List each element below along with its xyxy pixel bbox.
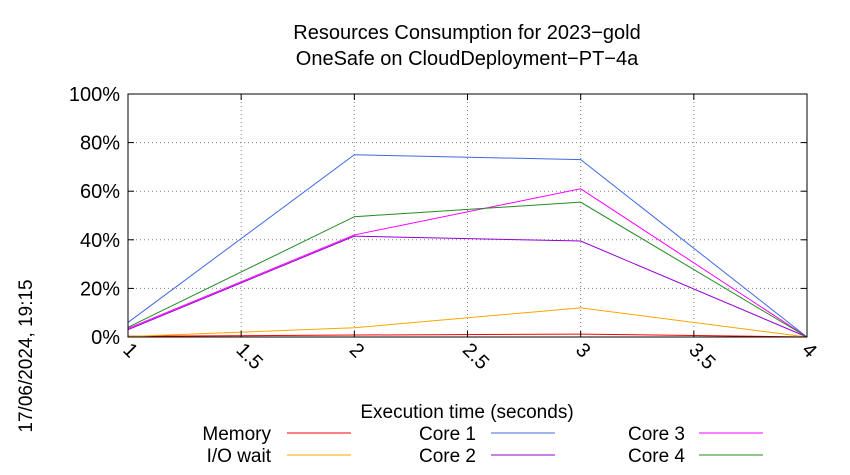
timestamp-label: 17/06/2024, 19:15 <box>16 279 37 432</box>
y-tick-label: 100% <box>69 84 120 106</box>
chart-title: Resources Consumption for 2023−gold <box>293 22 640 44</box>
x-tick-label: 3.5 <box>684 339 719 374</box>
series-line-core-4 <box>127 201 808 338</box>
x-tick-label: 1 <box>118 339 141 362</box>
y-tick-label: 0% <box>91 327 120 349</box>
x-axis-label: Execution time (seconds) <box>360 402 573 423</box>
x-tick-label: 4 <box>797 339 820 362</box>
y-tick-label: 80% <box>80 133 120 155</box>
chart-subtitle: OneSafe on CloudDeployment−PT−4a <box>296 48 639 70</box>
x-tick-label: 2 <box>345 339 368 362</box>
x-tick-label: 1.5 <box>232 339 267 374</box>
legend-label: Core 1 <box>419 424 476 445</box>
legend-label: Core 4 <box>628 446 685 467</box>
series-line-core-2 <box>127 235 808 338</box>
series-line-core-3 <box>127 188 808 338</box>
legend-label: I/O wait <box>207 446 272 467</box>
y-tick-label: 20% <box>80 278 120 300</box>
x-tick-label: 2.5 <box>458 339 493 374</box>
legend-label: Core 3 <box>628 424 685 445</box>
series-line-core-1 <box>127 154 808 338</box>
grid <box>128 94 807 337</box>
x-tick-label: 3 <box>571 339 594 362</box>
y-tick-label: 40% <box>80 230 120 252</box>
y-tick-label: 60% <box>80 181 120 203</box>
legend-label: Memory <box>202 424 271 445</box>
axis-ticks: 0% 20% 40% 60% 80% 100% 1 1.5 2 2.5 3 3.5 4 <box>69 84 821 374</box>
legend-label: Core 2 <box>419 446 476 467</box>
